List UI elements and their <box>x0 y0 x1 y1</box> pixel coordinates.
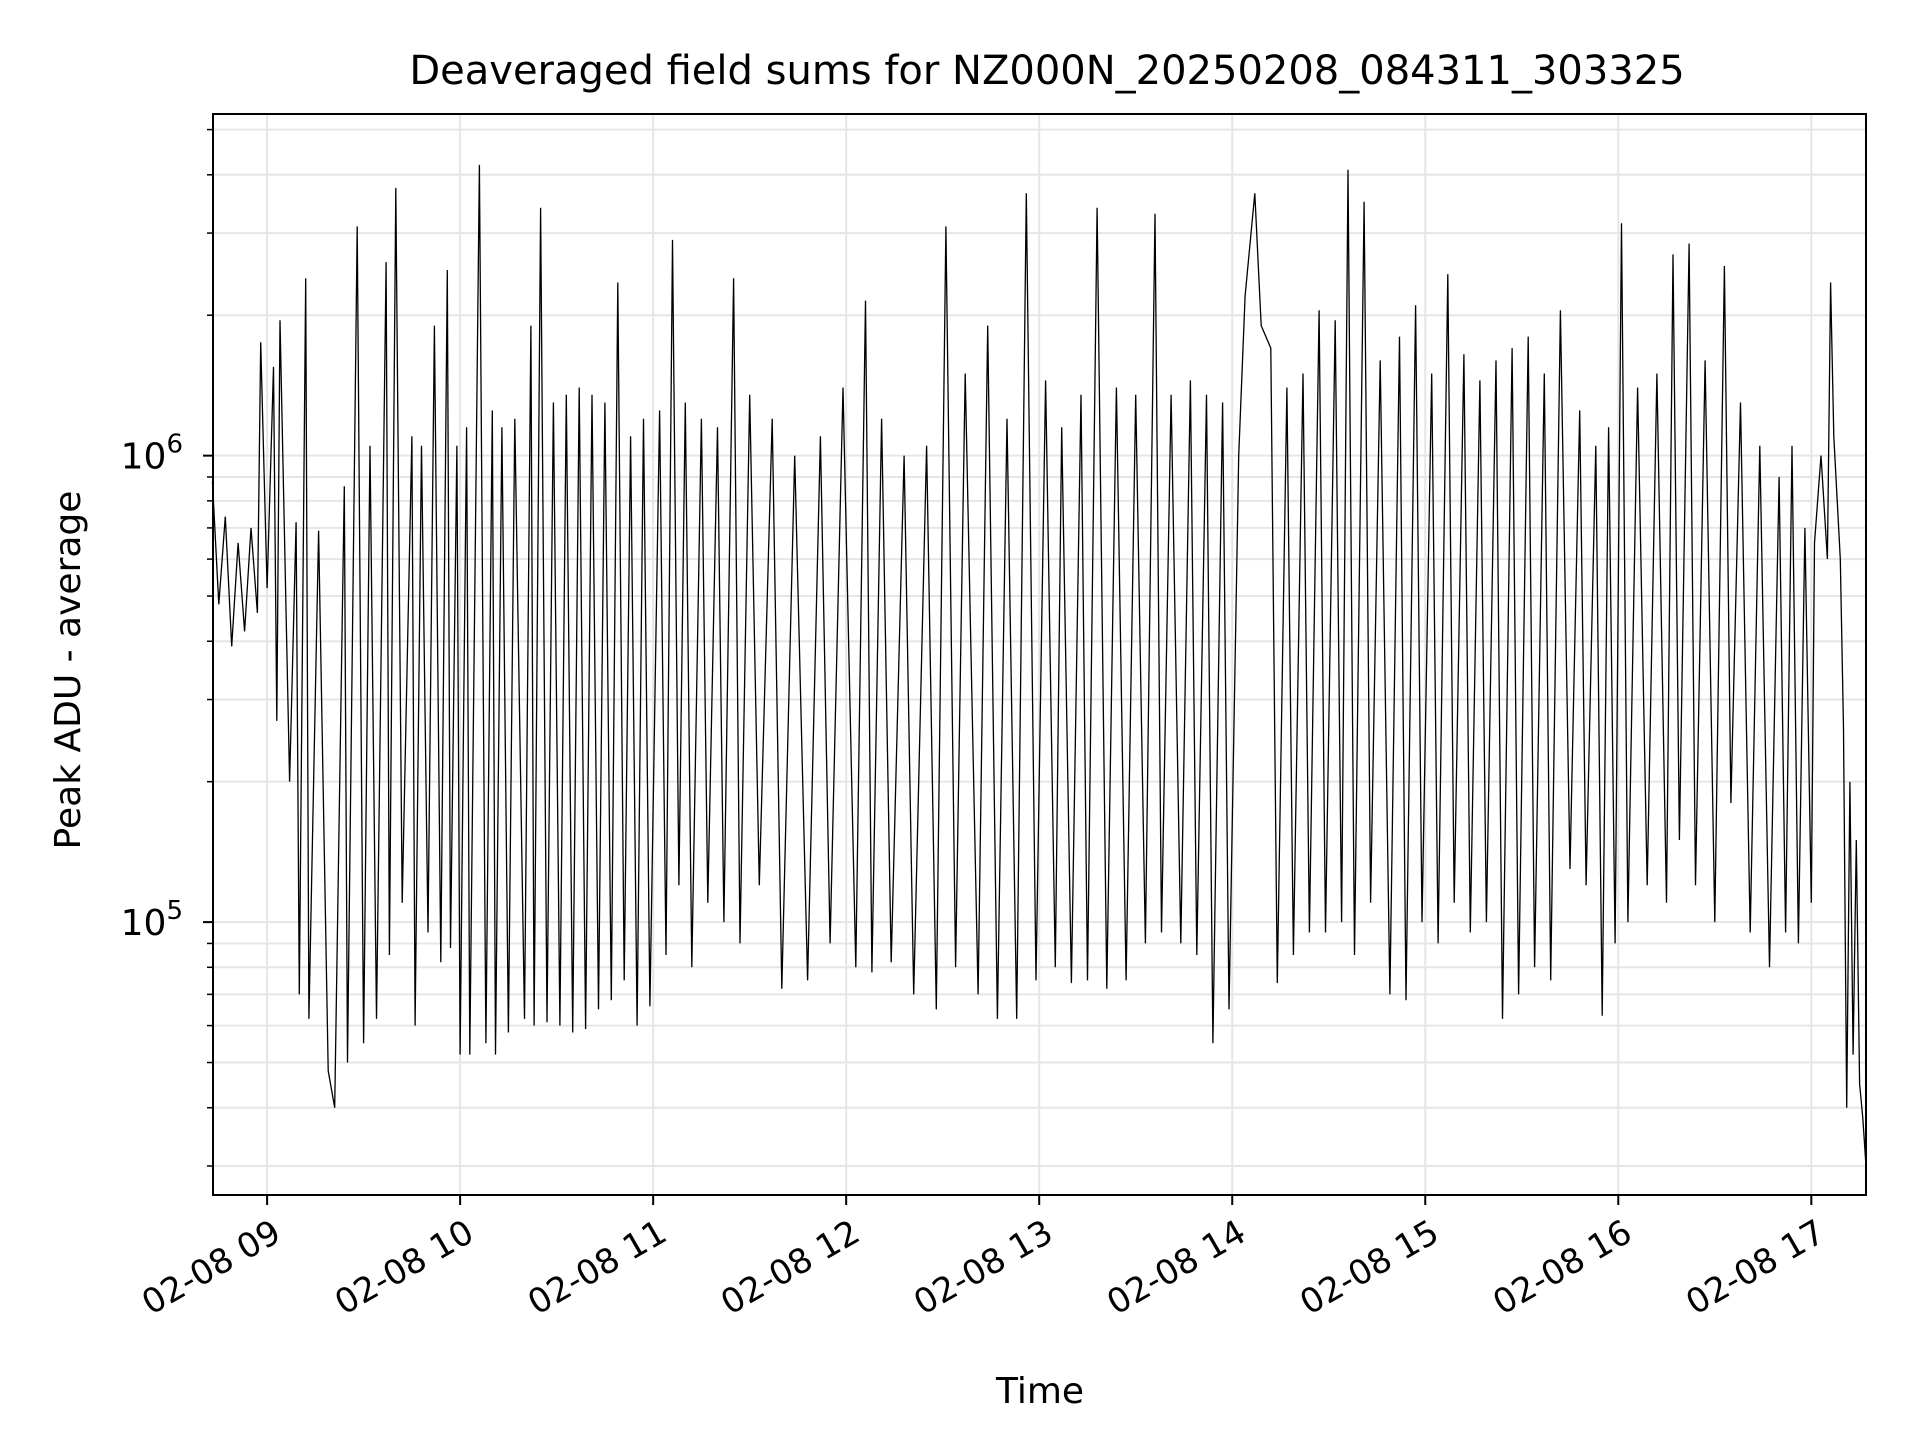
x-tick-label: 02-08 09 <box>135 1212 287 1323</box>
x-tick-label: 02-08 10 <box>328 1212 480 1323</box>
x-axis-ticks: 02-08 09 02-08 10 02-08 11 02-08 12 02-08 13… <box>135 1195 1832 1323</box>
x-tick-label: 02-08 14 <box>1100 1212 1252 1323</box>
y-tick-label: 105 <box>121 896 183 944</box>
x-tick-label: 02-08 11 <box>521 1212 673 1323</box>
y-axis-label: Peak ADU - average <box>48 491 89 850</box>
y-axis-ticks: 105 106 <box>121 128 213 1167</box>
x-tick-label: 02-08 15 <box>1293 1212 1445 1323</box>
series-line <box>211 164 1867 1167</box>
x-tick-label: 02-08 17 <box>1679 1212 1831 1323</box>
plot-area <box>211 164 1867 1167</box>
chart-title: Deaveraged field sums for NZ000N_2025020… <box>409 48 1684 94</box>
x-tick-label: 02-08 12 <box>714 1212 866 1323</box>
x-axis-label: Time <box>995 1371 1084 1412</box>
y-tick-label: 106 <box>121 430 183 478</box>
x-tick-label: 02-08 16 <box>1486 1212 1638 1323</box>
x-tick-label: 02-08 13 <box>907 1212 1059 1323</box>
